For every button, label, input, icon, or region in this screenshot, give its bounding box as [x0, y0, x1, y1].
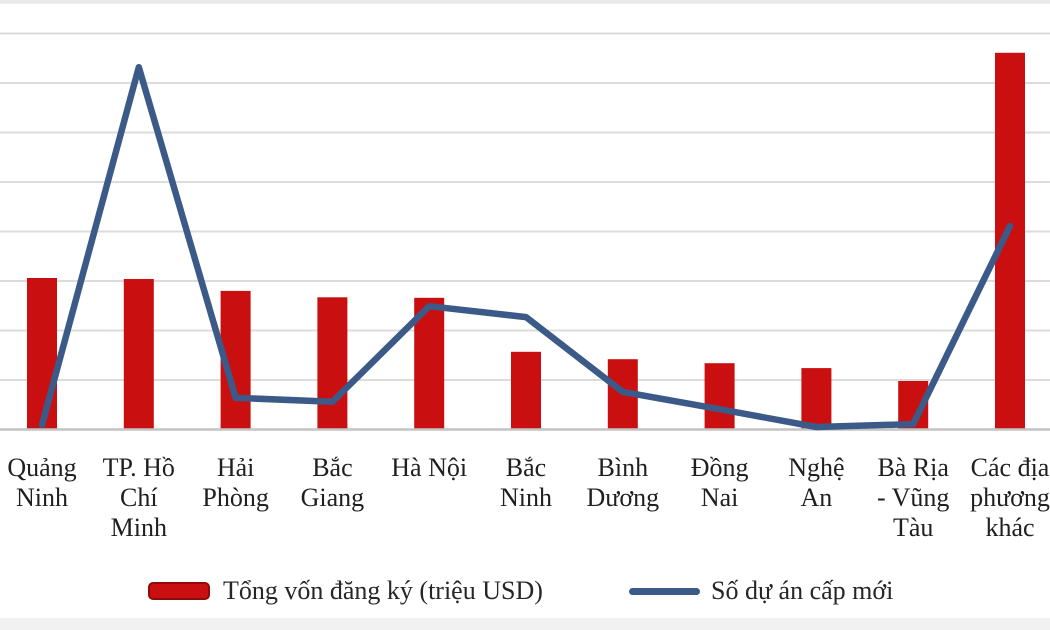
bar	[123, 279, 154, 430]
legend-item-line: Số dự án cấp mới	[629, 574, 893, 608]
bar	[511, 351, 541, 430]
x-axis-label: Bắc Ninh	[500, 453, 552, 512]
bar-series-swatch-icon	[148, 582, 210, 600]
x-axis-label: Hải Phòng	[202, 453, 268, 512]
x-axis-label: Đồng Nai	[691, 453, 749, 512]
bar	[27, 278, 57, 430]
bar	[801, 368, 832, 430]
bar-series	[27, 52, 1025, 430]
top-border-band	[0, 0, 1050, 3]
x-axis-label: Hà Nội	[391, 453, 467, 482]
x-axis-label: Các địa phương khác	[970, 453, 1050, 542]
line-series-swatch-icon	[629, 587, 700, 595]
x-axis-labels: Quảng Ninh TP. Hồ Chí Minh Hải Phòng Bắc Giang Hà…	[7, 453, 1050, 542]
x-axis-label: Quảng Ninh	[7, 453, 76, 512]
x-axis-label: TP. Hồ Chí Minh	[103, 453, 175, 542]
bottom-border-band	[0, 618, 1050, 630]
gridlines	[0, 2, 1050, 381]
legend-item-bar: Tổng vốn đăng ký (triệu USD)	[148, 574, 543, 608]
bar	[704, 363, 735, 430]
bar	[317, 297, 348, 430]
x-axis-label: Bà Rịa - Vũng Tàu	[877, 453, 949, 542]
x-axis-label: Nghệ An	[788, 453, 844, 512]
x-axis-label: Bình Dương	[586, 453, 659, 512]
legend-line-label: Số dự án cấp mới	[711, 576, 894, 605]
x-axis-label: Bắc Giang	[301, 453, 365, 512]
line-series	[38, 63, 1014, 431]
legend-bar-label: Tổng vốn đăng ký (triệu USD)	[223, 576, 543, 605]
